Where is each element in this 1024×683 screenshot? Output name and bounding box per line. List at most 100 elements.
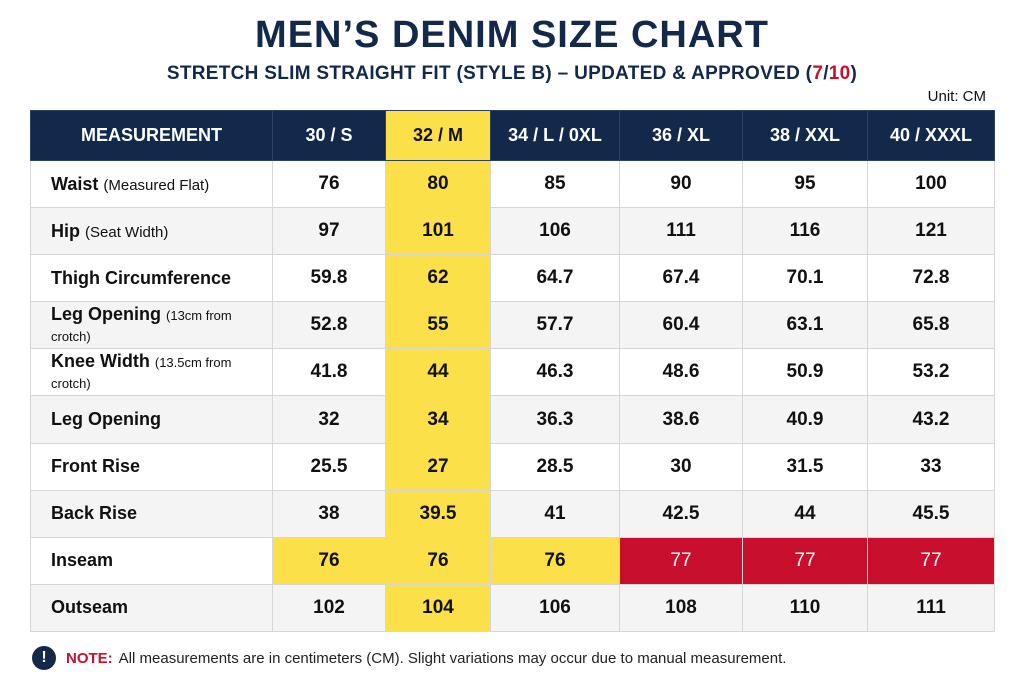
header-size-38-xxl: 38 / XXL (742, 110, 868, 161)
table-cell: 100 (867, 159, 995, 209)
table-row: Hip (Seat Width) 97 101 106 111 116 121 (30, 207, 995, 256)
table-cell: 77 (867, 536, 995, 585)
table-cell: 106 (490, 207, 620, 256)
table-cell: 42.5 (619, 489, 743, 538)
table-cell: 90 (619, 159, 743, 209)
exclamation-icon: ! (32, 646, 56, 670)
table-row: Knee Width (13.5cm from crotch) 41.8 44 … (30, 348, 995, 397)
table-cell: 110 (742, 583, 868, 633)
table-cell: 65.8 (867, 301, 995, 350)
table-cell: 40.9 (742, 395, 868, 444)
table-cell: 36.3 (490, 395, 620, 444)
table-cell: 39.5 (385, 489, 491, 538)
table-cell: 77 (742, 536, 868, 585)
table-cell: 30 (619, 442, 743, 491)
table-cell: 72.8 (867, 254, 995, 303)
table-cell: 59.8 (272, 254, 386, 303)
row-label-text: Outseam (51, 597, 129, 618)
table-row: Leg Opening (13cm from crotch) 52.8 55 5… (30, 301, 995, 350)
table-cell: 77 (619, 536, 743, 585)
table-cell: 48.6 (619, 348, 743, 397)
row-label-text: Thigh Circumference (51, 267, 232, 288)
table-cell: 41 (490, 489, 620, 538)
header-row: MEASUREMENT 30 / S 32 / M 34 / L / 0XL 3… (30, 110, 995, 161)
table-cell: 80 (385, 159, 491, 209)
row-label: Outseam (30, 583, 273, 633)
table-cell: 97 (272, 207, 386, 256)
table-row: Front Rise 25.5 27 28.5 30 31.5 33 (30, 442, 995, 491)
table-cell: 76 (272, 159, 386, 209)
row-label-text: Front Rise (51, 456, 141, 477)
table-cell: 45.5 (867, 489, 995, 538)
table-cell: 52.8 (272, 301, 386, 350)
row-label-text: Knee Width (51, 351, 150, 372)
row-label: Hip (Seat Width) (30, 207, 273, 256)
table-cell: 102 (272, 583, 386, 633)
table-cell: 106 (490, 583, 620, 633)
approval-separator: / (823, 63, 829, 84)
table-cell: 50.9 (742, 348, 868, 397)
row-label-text: Leg Opening (51, 409, 161, 430)
table-cell: 108 (619, 583, 743, 633)
approval-total: 10 (828, 63, 851, 84)
row-label-note: (13cm from crotch) (51, 308, 232, 345)
row-label-text: Waist (51, 173, 99, 194)
table-cell: 67.4 (619, 254, 743, 303)
subtitle-close: ) (850, 63, 858, 84)
table-cell: 46.3 (490, 348, 620, 397)
table-row: Thigh Circumference 59.8 62 64.7 67.4 70… (30, 254, 995, 303)
note-label: NOTE: (66, 649, 113, 667)
table-cell: 41.8 (272, 348, 386, 397)
table-cell: 57.7 (490, 301, 620, 350)
table-cell: 53.2 (867, 348, 995, 397)
row-label: Back Rise (30, 489, 273, 538)
footnote: ! NOTE: All measurements are in centimet… (32, 645, 786, 671)
table-cell: 70.1 (742, 254, 868, 303)
row-label-text: Inseam (51, 550, 114, 571)
table-cell: 76 (385, 536, 491, 585)
table-cell: 38 (272, 489, 386, 538)
row-label: Inseam (30, 536, 273, 585)
size-chart-table: MEASUREMENT 30 / S 32 / M 34 / L / 0XL 3… (30, 110, 995, 633)
page-title: MEN’S DENIM SIZE CHART (255, 14, 769, 56)
row-label-note: (13.5cm from crotch) (51, 355, 232, 392)
table-cell: 44 (385, 348, 491, 397)
table-row: Back Rise 38 39.5 41 42.5 44 45.5 (30, 489, 995, 538)
table-cell: 32 (272, 395, 386, 444)
page-subtitle: STRETCH SLIM STRAIGHT FIT (STYLE B) – UP… (0, 63, 1024, 85)
table-cell: 95 (742, 159, 868, 209)
table-cell: 27 (385, 442, 491, 491)
table-row: Inseam 76 76 76 77 77 77 (30, 536, 995, 585)
table-cell: 25.5 (272, 442, 386, 491)
table-cell: 38.6 (619, 395, 743, 444)
table-cell: 111 (619, 207, 743, 256)
row-label-note: (Measured Flat) (103, 176, 210, 194)
header-size-34-l: 34 / L / 0XL (490, 110, 620, 161)
row-label: Knee Width (13.5cm from crotch) (30, 348, 273, 397)
row-label: Thigh Circumference (30, 254, 273, 303)
table-cell: 34 (385, 395, 491, 444)
table-row: Outseam 102 104 106 108 110 111 (30, 583, 995, 633)
row-label-note: (Seat Width) (85, 223, 169, 241)
table-cell: 64.7 (490, 254, 620, 303)
row-label-text: Hip (51, 220, 80, 241)
header-size-36-xl: 36 / XL (619, 110, 743, 161)
header-size-30-s: 30 / S (272, 110, 386, 161)
row-label: Leg Opening (30, 395, 273, 444)
row-label: Waist (Measured Flat) (30, 159, 273, 209)
table-cell: 101 (385, 207, 491, 256)
table-cell: 121 (867, 207, 995, 256)
table-cell: 44 (742, 489, 868, 538)
subtitle-text: STRETCH SLIM STRAIGHT FIT (STYLE B) – UP… (166, 63, 813, 84)
approval-count: 7 (812, 63, 824, 84)
unit-label: Unit: CM (927, 88, 986, 105)
header-measurement: MEASUREMENT (30, 110, 273, 161)
header-size-32-m: 32 / M (385, 110, 491, 161)
table-cell: 33 (867, 442, 995, 491)
table-cell: 28.5 (490, 442, 620, 491)
table-cell: 62 (385, 254, 491, 303)
table-row: Waist (Measured Flat) 76 80 85 90 95 100 (30, 159, 995, 209)
table-cell: 60.4 (619, 301, 743, 350)
table-cell: 76 (272, 536, 386, 585)
table-row: Leg Opening 32 34 36.3 38.6 40.9 43.2 (30, 395, 995, 444)
